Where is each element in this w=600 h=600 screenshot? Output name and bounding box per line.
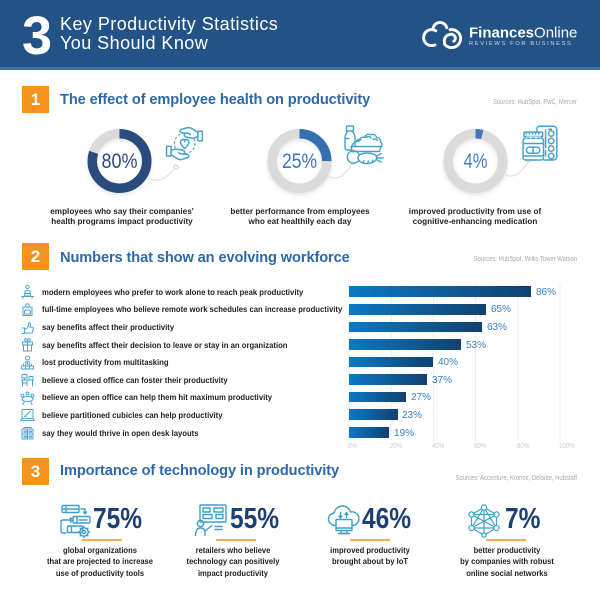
svg-text:25%: 25%: [282, 150, 317, 173]
svg-text:FinancesOnline: FinancesOnline: [469, 25, 577, 42]
svg-text:80%: 80%: [102, 150, 138, 173]
svg-text:4%: 4%: [464, 150, 488, 173]
svg-text:REVIEWS FOR BUSINESS: REVIEWS FOR BUSINESS: [469, 41, 573, 47]
